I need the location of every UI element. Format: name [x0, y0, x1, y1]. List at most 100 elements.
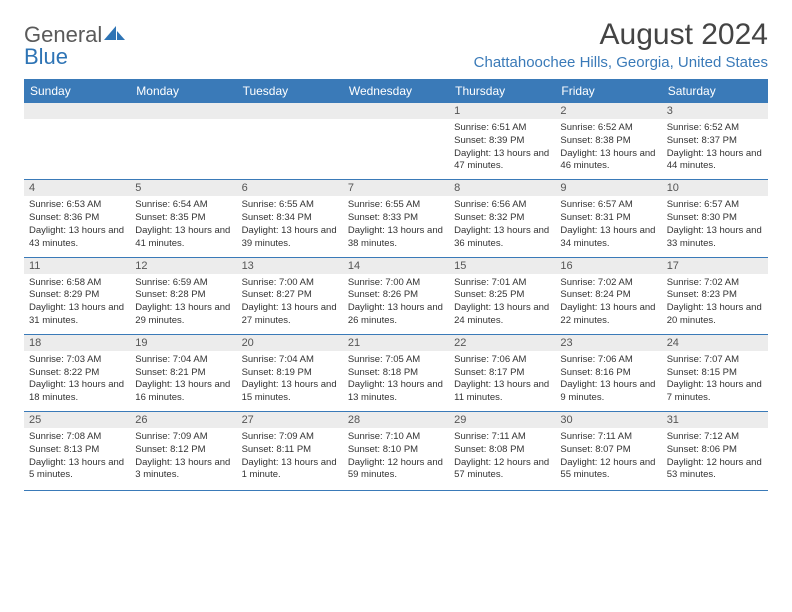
day-number: 3: [662, 103, 768, 119]
calendar-cell: 31Sunrise: 7:12 AMSunset: 8:06 PMDayligh…: [662, 411, 768, 488]
calendar-row: 18Sunrise: 7:03 AMSunset: 8:22 PMDayligh…: [24, 334, 768, 411]
calendar-cell: 16Sunrise: 7:02 AMSunset: 8:24 PMDayligh…: [555, 257, 661, 334]
day-number: [24, 103, 130, 119]
day-details: Sunrise: 7:08 AMSunset: 8:13 PMDaylight:…: [24, 428, 130, 488]
day-number: 13: [237, 257, 343, 274]
day-details: Sunrise: 7:10 AMSunset: 8:10 PMDaylight:…: [343, 428, 449, 488]
location-label: Chattahoochee Hills, Georgia, United Sta…: [474, 54, 768, 71]
day-details: Sunrise: 6:51 AMSunset: 8:39 PMDaylight:…: [449, 119, 555, 179]
day-number: 6: [237, 179, 343, 196]
calendar-cell: 1Sunrise: 6:51 AMSunset: 8:39 PMDaylight…: [449, 103, 555, 179]
page-header: General August 2024 Chattahoochee Hills,…: [24, 18, 768, 71]
day-number: 28: [343, 411, 449, 428]
day-number: 21: [343, 334, 449, 351]
calendar-cell: 10Sunrise: 6:57 AMSunset: 8:30 PMDayligh…: [662, 179, 768, 256]
month-title: August 2024: [474, 18, 768, 52]
calendar-row: 25Sunrise: 7:08 AMSunset: 8:13 PMDayligh…: [24, 411, 768, 488]
day-details: [343, 119, 449, 177]
day-details: [130, 119, 236, 177]
day-number: [343, 103, 449, 119]
calendar-cell: 18Sunrise: 7:03 AMSunset: 8:22 PMDayligh…: [24, 334, 130, 411]
calendar-cell: 3Sunrise: 6:52 AMSunset: 8:37 PMDaylight…: [662, 103, 768, 179]
day-number: 26: [130, 411, 236, 428]
calendar-cell: 24Sunrise: 7:07 AMSunset: 8:15 PMDayligh…: [662, 334, 768, 411]
day-details: [237, 119, 343, 177]
day-details: Sunrise: 6:56 AMSunset: 8:32 PMDaylight:…: [449, 196, 555, 256]
day-number: 16: [555, 257, 661, 274]
day-details: Sunrise: 7:03 AMSunset: 8:22 PMDaylight:…: [24, 351, 130, 411]
dow-header: Thursday: [449, 79, 555, 103]
calendar-cell: 17Sunrise: 7:02 AMSunset: 8:23 PMDayligh…: [662, 257, 768, 334]
day-details: Sunrise: 6:57 AMSunset: 8:30 PMDaylight:…: [662, 196, 768, 256]
day-number: 4: [24, 179, 130, 196]
calendar-cell: 7Sunrise: 6:55 AMSunset: 8:33 PMDaylight…: [343, 179, 449, 256]
day-number: 19: [130, 334, 236, 351]
day-number: 9: [555, 179, 661, 196]
day-details: Sunrise: 7:05 AMSunset: 8:18 PMDaylight:…: [343, 351, 449, 411]
day-details: Sunrise: 7:04 AMSunset: 8:21 PMDaylight:…: [130, 351, 236, 411]
calendar-cell: 20Sunrise: 7:04 AMSunset: 8:19 PMDayligh…: [237, 334, 343, 411]
day-details: Sunrise: 6:52 AMSunset: 8:38 PMDaylight:…: [555, 119, 661, 179]
calendar-cell: 6Sunrise: 6:55 AMSunset: 8:34 PMDaylight…: [237, 179, 343, 256]
day-details: Sunrise: 7:11 AMSunset: 8:07 PMDaylight:…: [555, 428, 661, 488]
day-number: 18: [24, 334, 130, 351]
calendar-cell: 27Sunrise: 7:09 AMSunset: 8:11 PMDayligh…: [237, 411, 343, 488]
calendar-row: 4Sunrise: 6:53 AMSunset: 8:36 PMDaylight…: [24, 179, 768, 256]
day-details: Sunrise: 7:07 AMSunset: 8:15 PMDaylight:…: [662, 351, 768, 411]
day-details: Sunrise: 6:54 AMSunset: 8:35 PMDaylight:…: [130, 196, 236, 256]
calendar-cell: [343, 103, 449, 179]
bottom-rule: [24, 490, 768, 491]
dow-header: Saturday: [662, 79, 768, 103]
calendar-cell: [130, 103, 236, 179]
day-number: 27: [237, 411, 343, 428]
day-details: Sunrise: 7:01 AMSunset: 8:25 PMDaylight:…: [449, 274, 555, 334]
calendar-table: SundayMondayTuesdayWednesdayThursdayFrid…: [24, 79, 768, 488]
calendar-cell: 26Sunrise: 7:09 AMSunset: 8:12 PMDayligh…: [130, 411, 236, 488]
day-number: 7: [343, 179, 449, 196]
calendar-cell: 30Sunrise: 7:11 AMSunset: 8:07 PMDayligh…: [555, 411, 661, 488]
day-number: 12: [130, 257, 236, 274]
day-details: Sunrise: 7:02 AMSunset: 8:23 PMDaylight:…: [662, 274, 768, 334]
calendar-cell: 11Sunrise: 6:58 AMSunset: 8:29 PMDayligh…: [24, 257, 130, 334]
calendar-cell: 29Sunrise: 7:11 AMSunset: 8:08 PMDayligh…: [449, 411, 555, 488]
calendar-cell: 4Sunrise: 6:53 AMSunset: 8:36 PMDaylight…: [24, 179, 130, 256]
calendar-cell: 21Sunrise: 7:05 AMSunset: 8:18 PMDayligh…: [343, 334, 449, 411]
day-details: Sunrise: 7:06 AMSunset: 8:16 PMDaylight:…: [555, 351, 661, 411]
dow-header: Wednesday: [343, 79, 449, 103]
day-number: 2: [555, 103, 661, 119]
day-details: Sunrise: 7:11 AMSunset: 8:08 PMDaylight:…: [449, 428, 555, 488]
day-details: Sunrise: 6:53 AMSunset: 8:36 PMDaylight:…: [24, 196, 130, 256]
day-details: Sunrise: 6:55 AMSunset: 8:33 PMDaylight:…: [343, 196, 449, 256]
day-number: 14: [343, 257, 449, 274]
day-details: Sunrise: 6:58 AMSunset: 8:29 PMDaylight:…: [24, 274, 130, 334]
day-number: 15: [449, 257, 555, 274]
day-details: Sunrise: 7:02 AMSunset: 8:24 PMDaylight:…: [555, 274, 661, 334]
dow-header: Sunday: [24, 79, 130, 103]
calendar-cell: 25Sunrise: 7:08 AMSunset: 8:13 PMDayligh…: [24, 411, 130, 488]
calendar-cell: 8Sunrise: 6:56 AMSunset: 8:32 PMDaylight…: [449, 179, 555, 256]
day-number: [237, 103, 343, 119]
day-number: 10: [662, 179, 768, 196]
day-details: Sunrise: 7:12 AMSunset: 8:06 PMDaylight:…: [662, 428, 768, 488]
logo-sail-icon: [104, 22, 126, 48]
day-number: 25: [24, 411, 130, 428]
day-details: Sunrise: 7:00 AMSunset: 8:27 PMDaylight:…: [237, 274, 343, 334]
day-details: Sunrise: 7:09 AMSunset: 8:12 PMDaylight:…: [130, 428, 236, 488]
logo-text-b: Blue: [24, 44, 68, 70]
day-number: [130, 103, 236, 119]
day-number: 30: [555, 411, 661, 428]
day-number: 22: [449, 334, 555, 351]
day-details: Sunrise: 6:52 AMSunset: 8:37 PMDaylight:…: [662, 119, 768, 179]
calendar-head: SundayMondayTuesdayWednesdayThursdayFrid…: [24, 79, 768, 103]
day-number: 17: [662, 257, 768, 274]
day-number: 31: [662, 411, 768, 428]
day-details: Sunrise: 6:55 AMSunset: 8:34 PMDaylight:…: [237, 196, 343, 256]
title-block: August 2024 Chattahoochee Hills, Georgia…: [474, 18, 768, 71]
calendar-cell: [237, 103, 343, 179]
calendar-cell: 15Sunrise: 7:01 AMSunset: 8:25 PMDayligh…: [449, 257, 555, 334]
calendar-cell: 28Sunrise: 7:10 AMSunset: 8:10 PMDayligh…: [343, 411, 449, 488]
calendar-cell: [24, 103, 130, 179]
calendar-cell: 5Sunrise: 6:54 AMSunset: 8:35 PMDaylight…: [130, 179, 236, 256]
day-details: Sunrise: 6:59 AMSunset: 8:28 PMDaylight:…: [130, 274, 236, 334]
dow-header: Tuesday: [237, 79, 343, 103]
